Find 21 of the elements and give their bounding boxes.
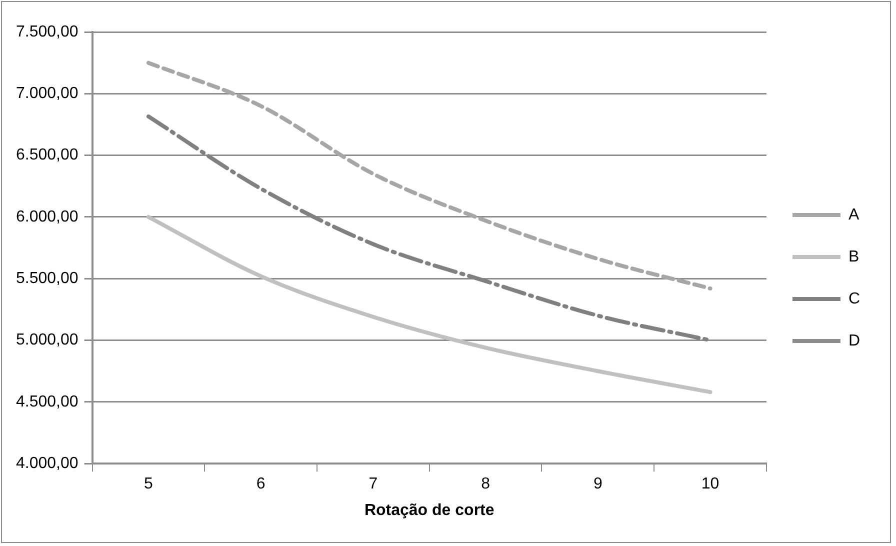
y-tick-label: 7.500,00 bbox=[16, 23, 78, 40]
legend-label: B bbox=[848, 248, 860, 266]
y-tick-label: 5.500,00 bbox=[16, 270, 78, 288]
x-axis-title: Rotação de corte bbox=[364, 502, 494, 519]
x-tick-label: 7 bbox=[368, 476, 378, 493]
x-tick-label: 6 bbox=[256, 476, 266, 493]
y-tick-label: 5.000,00 bbox=[16, 332, 78, 349]
x-tick-label: 8 bbox=[481, 476, 490, 493]
line-series bbox=[146, 60, 712, 290]
y-tick-label: 7.000,00 bbox=[16, 85, 78, 102]
line-series bbox=[146, 214, 712, 394]
y-tick-label: 4.000,00 bbox=[16, 455, 78, 472]
y-tick-label: 6.500,00 bbox=[16, 146, 78, 164]
legend-label: C bbox=[848, 290, 860, 308]
legend-label: A bbox=[848, 206, 860, 224]
x-tick-label: 5 bbox=[144, 476, 154, 493]
legend-label: D bbox=[848, 332, 860, 350]
y-tick-label: 6.000,00 bbox=[16, 208, 78, 226]
y-tick-label: 4.500,00 bbox=[16, 393, 78, 410]
x-tick-label: 10 bbox=[701, 476, 720, 493]
x-tick-label: 9 bbox=[593, 476, 602, 493]
